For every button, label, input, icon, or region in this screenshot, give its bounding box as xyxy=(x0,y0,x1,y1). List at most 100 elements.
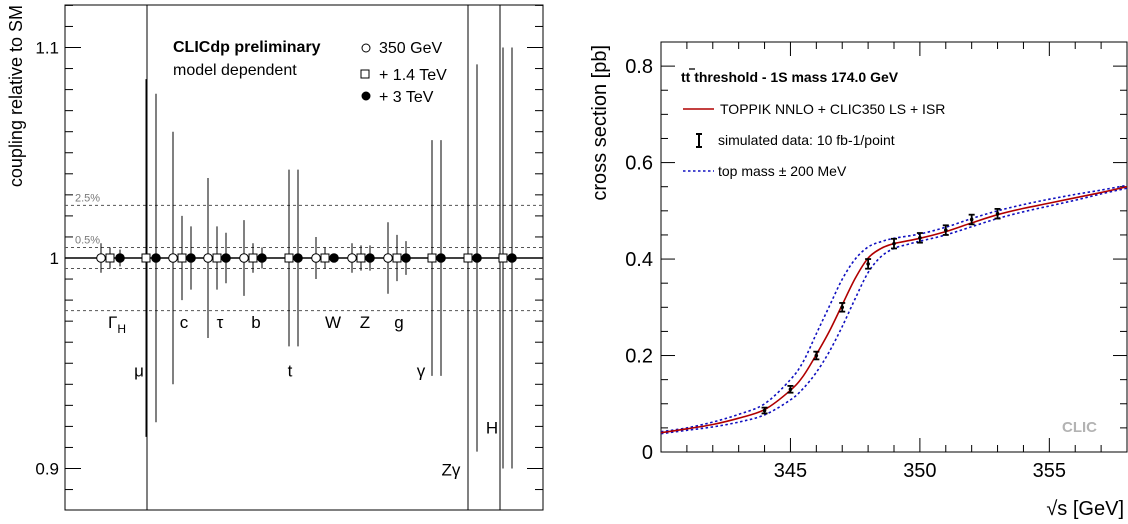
coupling-label: g xyxy=(394,313,403,332)
reference-line-label: 0.5% xyxy=(75,234,100,246)
marker-1400gev xyxy=(463,253,473,263)
marker-1400gev xyxy=(105,253,115,263)
right-x-tick-labels: 345 350 355 xyxy=(774,460,1066,482)
coupling-points xyxy=(96,47,517,469)
coupling-label: c xyxy=(180,313,189,332)
y-tick-label: 0.4 xyxy=(625,249,653,271)
marker-350gev xyxy=(239,253,249,263)
data-point xyxy=(865,258,872,270)
marker-1400gev xyxy=(392,253,402,263)
coupling-label-sub: H xyxy=(117,322,126,336)
coupling-label-main: W xyxy=(325,313,341,332)
data-point xyxy=(839,302,846,313)
y-tick-label: 1 xyxy=(50,249,59,268)
coupling-label: H xyxy=(486,418,498,437)
right-chart: 0 0.2 0.4 0.6 0.8 345 350 355 cross section [p… xyxy=(589,41,1128,520)
legend-item-1400: + 1.4 TeV xyxy=(360,67,447,84)
marker-1400gev xyxy=(177,253,187,263)
annotation-subtitle: model dependent xyxy=(173,62,297,79)
coupling-label-main: b xyxy=(251,313,260,332)
y-tick-label: 0 xyxy=(642,442,653,464)
right-x-axis-label: √s [GeV] xyxy=(1046,498,1124,520)
model-curve xyxy=(661,185,1127,434)
legend-item-350: 350 GeV xyxy=(361,40,442,57)
marker-3000gev xyxy=(472,253,482,263)
coupling-label: ΓH xyxy=(108,313,126,336)
clic-watermark: CLIC xyxy=(1062,419,1097,436)
y-tick-label: 0.9 xyxy=(35,460,59,479)
annotation-title: CLICdp preliminary xyxy=(173,39,321,56)
marker-3000gev xyxy=(401,253,411,263)
data-point xyxy=(813,350,820,361)
marker-3000gev xyxy=(186,253,196,263)
coupling-label-main: H xyxy=(486,418,498,437)
right-y-axis-label: cross section [pb] xyxy=(589,45,611,201)
data-point xyxy=(968,213,975,226)
data-point xyxy=(994,207,1001,220)
mass-minus-curve xyxy=(661,184,1127,433)
reference-lines xyxy=(65,204,543,312)
marker-3000gev xyxy=(293,253,303,263)
marker-350gev xyxy=(168,253,178,263)
left-y-axis-label: coupling relative to SM xyxy=(6,5,26,187)
marker-3000gev xyxy=(507,253,517,263)
marker-1400gev xyxy=(248,253,258,263)
right-ticks xyxy=(660,41,1128,453)
coupling-label-main: Zγ xyxy=(442,461,461,480)
marker-1400gev xyxy=(427,253,437,263)
legend-label-350: 350 GeV xyxy=(379,40,442,57)
data-point xyxy=(761,406,768,415)
marker-1400gev xyxy=(141,253,151,263)
coupling-label: t xyxy=(288,362,293,381)
y-tick-label: 0.8 xyxy=(625,56,653,78)
legend-open-square xyxy=(360,69,370,79)
marker-1400gev xyxy=(356,253,366,263)
legend-label-1400: + 1.4 TeV xyxy=(379,67,447,84)
marker-3000gev xyxy=(365,253,375,263)
coupling-label: τ xyxy=(217,313,224,332)
coupling-label-main: t xyxy=(288,362,293,381)
y-tick-label: 0.6 xyxy=(625,153,653,175)
right-chart-title: tt threshold - 1S mass 174.0 GeV xyxy=(681,69,899,85)
coupling-label: Z xyxy=(360,313,370,332)
marker-1400gev xyxy=(212,253,222,263)
marker-1400gev xyxy=(320,253,330,263)
right-y-tick-labels: 0 0.2 0.4 0.6 0.8 xyxy=(625,56,653,464)
y-tick-label: 0.2 xyxy=(625,346,653,368)
data-point xyxy=(916,232,923,244)
marker-1400gev xyxy=(498,253,508,263)
coupling-label-main: τ xyxy=(217,313,224,332)
x-tick-label: 355 xyxy=(1033,460,1066,482)
legend-label-data: simulated data: 10 fb-1/point xyxy=(718,132,895,148)
data-points xyxy=(761,207,1001,415)
coupling-label-main: μ xyxy=(134,362,144,381)
reference-line-label: 2.5% xyxy=(75,192,100,204)
coupling-label: W xyxy=(325,313,341,332)
left-y-ticks xyxy=(65,4,543,491)
legend-open-circle xyxy=(361,43,371,53)
marker-3000gev xyxy=(329,253,339,263)
y-tick-label: 1.1 xyxy=(35,39,59,58)
x-tick-label: 345 xyxy=(774,460,807,482)
legend-label-3000: + 3 TeV xyxy=(379,89,434,106)
coupling-label: μ xyxy=(134,362,144,381)
coupling-label: γ xyxy=(417,362,426,381)
legend-errorbar-icon xyxy=(696,133,702,148)
x-tick-label: 350 xyxy=(903,460,936,482)
marker-3000gev xyxy=(151,253,161,263)
reference-line-labels: 2.5% 0.5% xyxy=(75,192,100,246)
data-point xyxy=(942,224,949,236)
marker-3000gev xyxy=(115,253,125,263)
marker-350gev xyxy=(203,253,213,263)
legend-item-3000: + 3 TeV xyxy=(361,89,434,106)
marker-350gev xyxy=(383,253,393,263)
coupling-label-main: g xyxy=(394,313,403,332)
curves xyxy=(661,184,1127,435)
marker-3000gev xyxy=(257,253,267,263)
marker-350gev xyxy=(347,253,357,263)
marker-3000gev xyxy=(221,253,231,263)
marker-350gev xyxy=(96,253,106,263)
left-y-tick-labels: 0.9 1 1.1 xyxy=(35,39,59,479)
right-legend: TOPPIK NNLO + CLIC350 LS + ISR simulated… xyxy=(683,101,945,179)
